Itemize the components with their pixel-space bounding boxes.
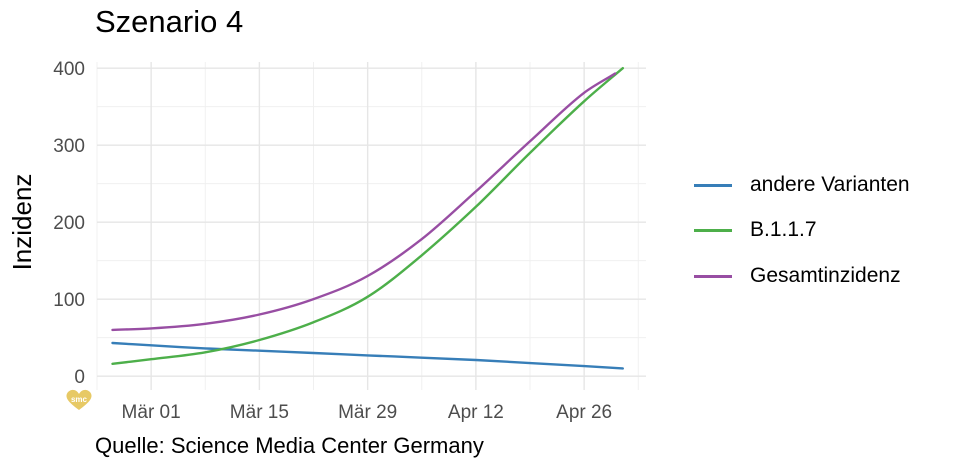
y-axis-label: Inzidenz — [7, 174, 37, 271]
chart-title: Szenario 4 — [95, 4, 244, 39]
y-tick-label: 400 — [53, 59, 85, 80]
series-lines — [111, 67, 624, 370]
y-tick-label: 100 — [53, 290, 85, 311]
legend-label-gesamtinzidenz: Gesamtinzidenz — [750, 264, 901, 287]
legend-key-b117 — [694, 228, 732, 232]
legend-item-gesamtinzidenz: Gesamtinzidenz — [694, 261, 901, 291]
x-tick-label: Mär 15 — [230, 402, 289, 423]
legend-key-andere-varianten — [694, 183, 732, 187]
smc-logo: smc — [66, 389, 92, 410]
smc-logo-text: smc — [71, 395, 88, 404]
legend-item-andere-varianten: andere Varianten — [694, 170, 910, 200]
heart-icon — [66, 389, 92, 410]
x-tick-label: Apr 26 — [556, 402, 612, 423]
series-line-b-1-1-7 — [111, 67, 624, 365]
minor-gridlines — [96, 62, 646, 390]
chart-caption: Quelle: Science Media Center Germany — [95, 433, 484, 458]
y-tick-label: 300 — [53, 136, 85, 157]
y-tick-label: 0 — [74, 367, 85, 388]
legend-item-b117: B.1.1.7 — [694, 215, 817, 245]
y-tick-label: 200 — [53, 213, 85, 234]
x-tick-label: Mär 01 — [122, 402, 181, 423]
x-tick-label: Mär 29 — [338, 402, 397, 423]
series-line-gesamtinzidenz — [111, 72, 617, 332]
legend-label-andere-varianten: andere Varianten — [750, 173, 910, 196]
legend-label-b117: B.1.1.7 — [750, 218, 817, 241]
y-axis-tick-labels: 0 100 200 300 400 — [53, 59, 85, 388]
x-axis-tick-labels: Mär 01 Mär 15 Mär 29 Apr 12 Apr 26 — [122, 402, 613, 423]
series-line-andere-varianten — [111, 341, 624, 370]
major-gridlines — [97, 62, 646, 390]
legend-key-gesamtinzidenz — [694, 274, 732, 278]
x-tick-label: Apr 12 — [448, 402, 504, 423]
